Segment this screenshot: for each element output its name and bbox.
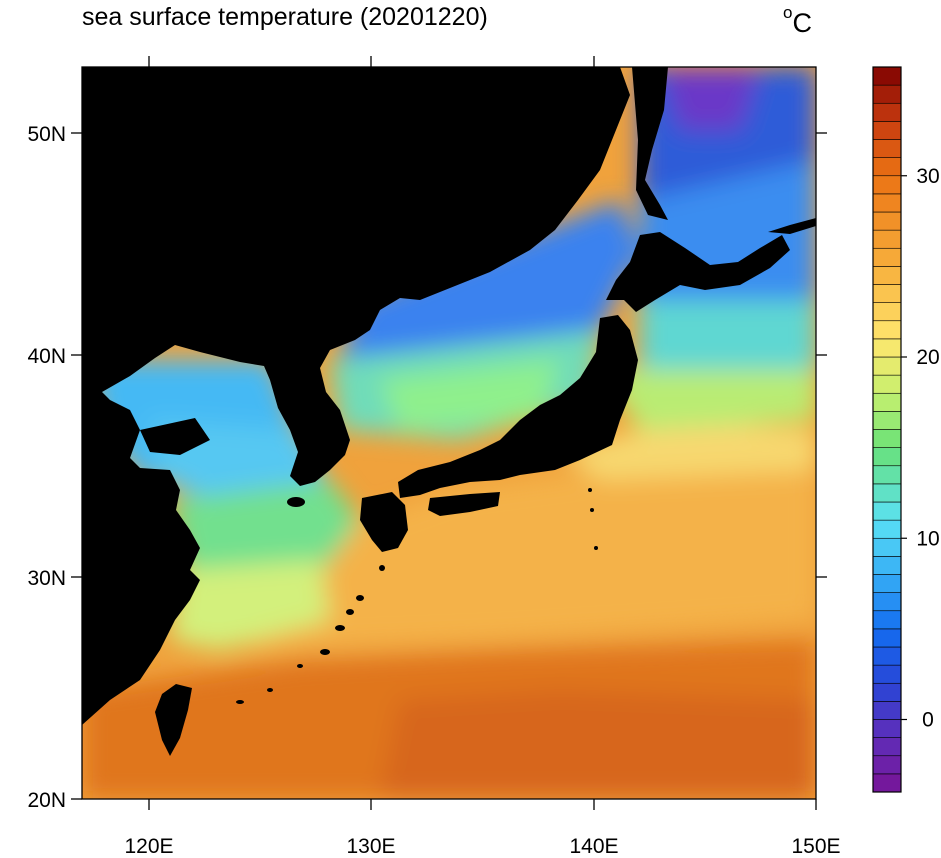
colorbar-box	[872, 284, 902, 303]
colorbar-tick-label: 30	[916, 165, 939, 188]
lat-tick-label-20n: 20N	[27, 789, 66, 812]
colorbar-boxes	[872, 66, 902, 793]
colorbar-box	[872, 574, 902, 593]
colorbar-box	[872, 483, 902, 503]
colorbar-box	[872, 66, 902, 86]
land-mask	[82, 67, 816, 756]
colorbar-frame	[872, 66, 902, 793]
colorbar-box	[872, 610, 902, 630]
land-sakhalin	[632, 67, 668, 220]
region-pacific-subtropical	[250, 440, 816, 650]
colorbar-box	[872, 211, 902, 231]
colorbar-box	[872, 157, 902, 177]
lat-tick-label-50n: 50N	[27, 123, 66, 146]
colorbar-box	[872, 338, 902, 358]
colorbar-box	[872, 682, 902, 702]
colorbar-box	[872, 356, 902, 376]
colorbar-box	[872, 737, 902, 757]
land-jeju	[287, 497, 305, 507]
units-label: oC	[783, 2, 812, 38]
region-sea-of-okhotsk-north	[660, 67, 760, 130]
colorbar-box	[872, 701, 902, 720]
colorbar-box	[872, 664, 902, 684]
colorbar-box	[872, 501, 902, 521]
land-taiwan	[155, 684, 192, 756]
colorbar-box	[872, 139, 902, 158]
colorbar-box	[872, 537, 902, 557]
colorbar-box	[872, 646, 902, 666]
colorbar-box	[872, 229, 902, 249]
colorbar-box	[872, 302, 902, 322]
region-kuroshio-east-of-japan	[600, 360, 816, 430]
degree-symbol: o	[783, 3, 793, 22]
colorbar-box	[872, 374, 902, 394]
colorbar-ticks: 0 10 20 30	[901, 165, 940, 732]
lat-tick-label-40n: 40N	[27, 345, 66, 368]
land-izu-islands	[588, 488, 598, 550]
colorbar-box	[872, 628, 902, 648]
colorbar-box	[872, 755, 902, 775]
colorbar-box	[872, 193, 902, 213]
colorbar-box	[872, 411, 902, 430]
colorbar-tick-label: 20	[916, 346, 939, 369]
land-asian-mainland	[82, 67, 630, 725]
colorbar-box	[872, 84, 902, 104]
colorbar-box	[872, 556, 902, 575]
colorbar-box	[872, 266, 902, 285]
colorbar-box	[872, 175, 902, 195]
colorbar-box	[872, 447, 902, 467]
land-hokkaido	[606, 232, 790, 312]
colorbar-box	[872, 465, 902, 485]
unit-letter: C	[792, 8, 812, 38]
land-ryukyu-islands	[236, 565, 385, 704]
lon-tick-label-150e: 150E	[791, 835, 840, 858]
colorbar-box	[872, 320, 902, 340]
colorbar-box	[872, 392, 902, 412]
colorbar-tick-label: 0	[922, 709, 934, 732]
colorbar-box	[872, 773, 902, 793]
colorbar-box	[872, 719, 902, 738]
map-plot-area	[82, 67, 816, 799]
colorbar-box	[872, 429, 902, 448]
land-honshu	[398, 315, 638, 498]
lon-tick-label-130e: 130E	[346, 835, 395, 858]
land-shikoku	[428, 492, 500, 516]
colorbar-box	[872, 592, 902, 612]
latitude-axis: 50N 40N 30N 20N	[27, 123, 827, 812]
lat-tick-label-30n: 30N	[27, 567, 66, 590]
land-kuril-islands	[768, 218, 816, 234]
colorbar-box	[872, 121, 902, 140]
lon-tick-label-140e: 140E	[569, 835, 618, 858]
region-sea-of-japan-north	[340, 200, 640, 360]
longitude-axis: 120E 130E 140E 150E	[124, 56, 841, 858]
map-frame	[81, 66, 817, 800]
land-kyushu	[360, 492, 408, 552]
colorbar-box	[872, 102, 902, 122]
lon-tick-label-120e: 120E	[124, 835, 173, 858]
chart-title: sea surface temperature (20201220)	[82, 3, 488, 31]
colorbar-box	[872, 247, 902, 267]
colorbar-tick-label: 10	[916, 527, 939, 550]
colorbar-box	[872, 519, 902, 539]
